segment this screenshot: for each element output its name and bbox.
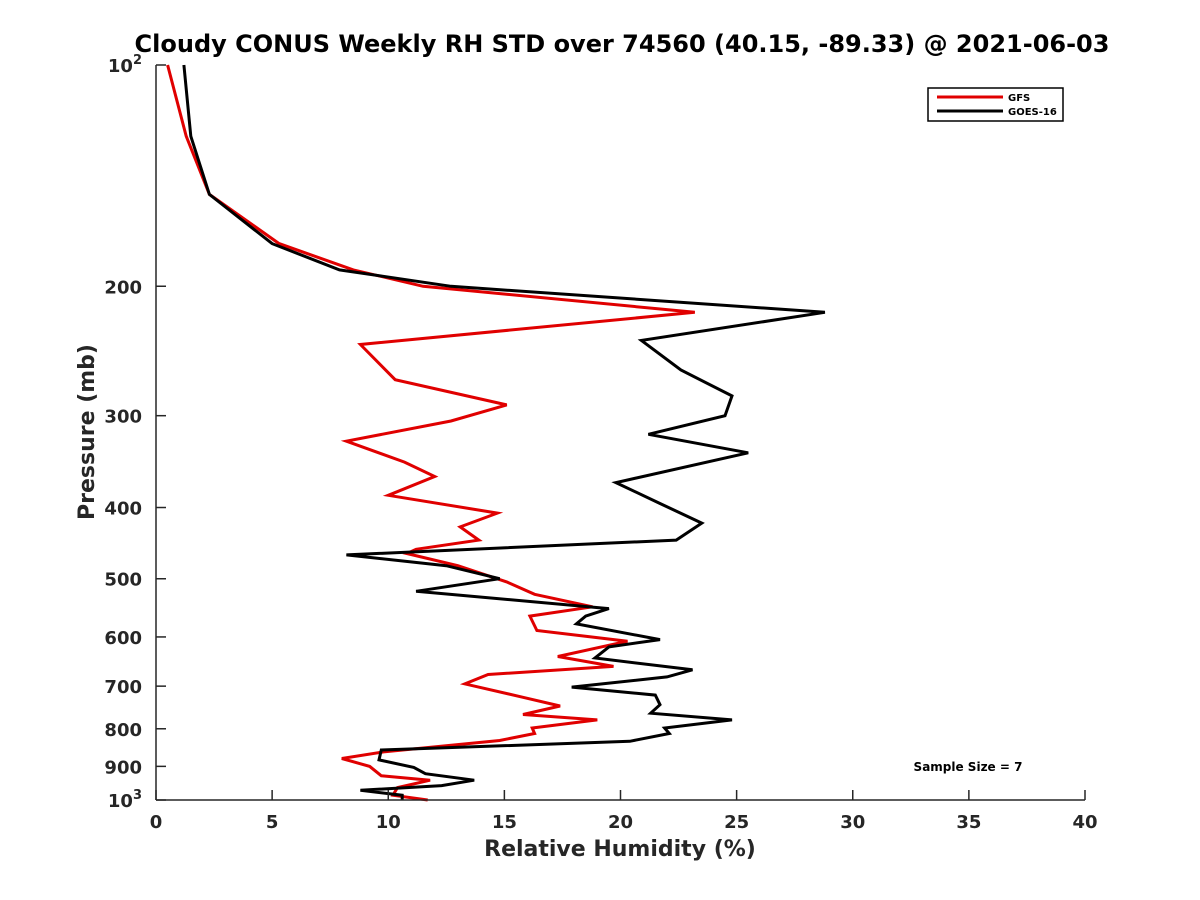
y-tick-label: 500 bbox=[104, 570, 142, 591]
x-tick-label: 10 bbox=[376, 812, 401, 833]
chart-title: Cloudy CONUS Weekly RH STD over 74560 (4… bbox=[134, 30, 1110, 58]
y-tick-label: 700 bbox=[104, 677, 142, 698]
x-tick-label: 15 bbox=[492, 812, 517, 833]
plot-area bbox=[166, 64, 826, 802]
y-tick-label: 600 bbox=[104, 628, 142, 649]
legend: GFS GOES-16 bbox=[927, 87, 1064, 122]
x-tick-label: 30 bbox=[840, 812, 865, 833]
legend-box bbox=[927, 87, 1064, 122]
x-tick-label: 0 bbox=[150, 812, 163, 833]
axes: 0 5 10 15 20 25 30 35 40 102 200 300 400 500 600 700 800… bbox=[104, 53, 1097, 833]
y-tick-label: 900 bbox=[104, 757, 142, 778]
x-tick-label: 35 bbox=[956, 812, 981, 833]
sample-size-annotation: Sample Size = 7 bbox=[914, 760, 1023, 774]
legend-label: GOES-16 bbox=[1008, 107, 1057, 118]
series-line-goes-16 bbox=[182, 64, 826, 800]
x-tick-label: 20 bbox=[608, 812, 633, 833]
x-axis-label: Relative Humidity (%) bbox=[484, 837, 756, 862]
series-line-gfs bbox=[166, 64, 695, 802]
y-tick-label: 800 bbox=[104, 720, 142, 741]
x-tick-label: 25 bbox=[724, 812, 749, 833]
y-axis-label: Pressure (mb) bbox=[75, 344, 100, 520]
x-tick-label: 5 bbox=[266, 812, 279, 833]
y-tick-label: 103 bbox=[108, 788, 142, 812]
y-tick-label: 102 bbox=[108, 53, 142, 77]
y-tick-label: 400 bbox=[104, 499, 142, 520]
y-tick-label: 300 bbox=[104, 407, 142, 428]
x-tick-label: 40 bbox=[1072, 812, 1097, 833]
legend-label: GFS bbox=[1008, 93, 1030, 104]
y-tick-label: 200 bbox=[104, 277, 142, 298]
